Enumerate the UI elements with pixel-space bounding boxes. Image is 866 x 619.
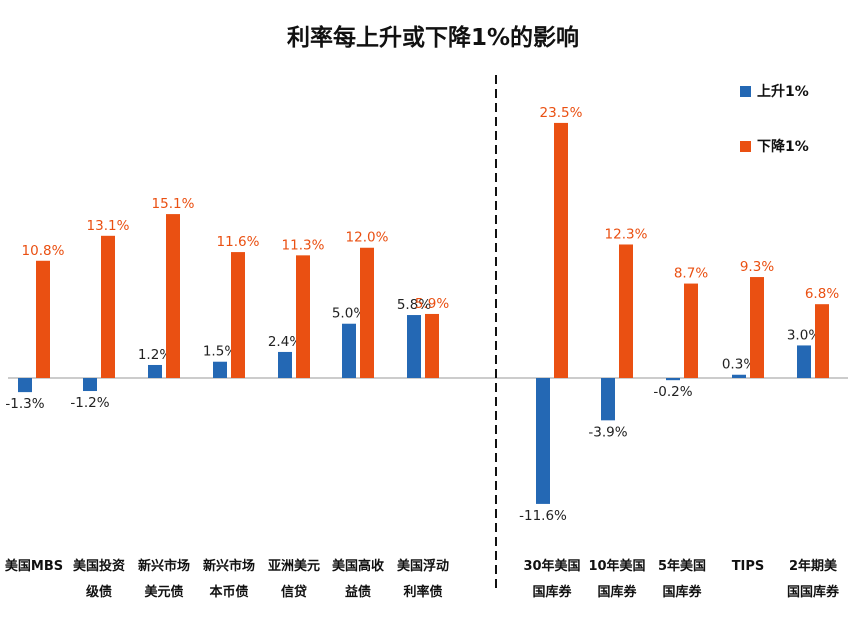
category-label-3-line2: 本币债 bbox=[209, 584, 248, 600]
category-label-2-line2: 美元债 bbox=[144, 584, 183, 600]
data-label-fall-3: 11.6% bbox=[217, 234, 260, 250]
data-label-fall-6: 5.9% bbox=[415, 296, 449, 312]
category-label-1: 美国投资 bbox=[73, 558, 125, 574]
data-label-fall-7: 23.5% bbox=[540, 105, 583, 121]
data-label-rise-7: -11.6% bbox=[519, 508, 567, 524]
category-label-5: 美国高收 bbox=[332, 558, 385, 574]
bar-fall-9 bbox=[684, 283, 698, 378]
bar-rise-8 bbox=[601, 378, 615, 421]
category-label-1-line2: 级债 bbox=[86, 584, 112, 600]
category-label-0: 美国MBS bbox=[5, 558, 63, 574]
bar-fall-10 bbox=[750, 277, 764, 378]
data-label-fall-4: 11.3% bbox=[282, 237, 325, 253]
category-label-5-line2: 益债 bbox=[345, 584, 371, 600]
bar-rise-4 bbox=[278, 351, 292, 378]
data-label-rise-5: 5.0% bbox=[332, 306, 366, 322]
category-label-11-line2: 国国库券 bbox=[787, 584, 840, 600]
category-label-3: 新兴市场 bbox=[203, 558, 255, 574]
data-label-fall-2: 15.1% bbox=[152, 196, 195, 212]
bar-fall-11 bbox=[815, 304, 829, 378]
bar-fall-2 bbox=[166, 214, 180, 378]
data-label-fall-5: 12.0% bbox=[346, 230, 389, 246]
data-label-fall-9: 8.7% bbox=[674, 266, 708, 282]
bar-rise-1 bbox=[83, 378, 97, 392]
category-label-8-line2: 国库券 bbox=[597, 584, 637, 600]
data-label-fall-10: 9.3% bbox=[740, 259, 774, 275]
plot-area: -1.3% -1.2% 1.2% 1.5% 2.4% 5.0% 5.8% -11.6% -3.9… bbox=[5, 75, 848, 600]
category-label-6-line2: 利率债 bbox=[403, 584, 442, 600]
data-label-rise-9: -0.2% bbox=[653, 384, 692, 400]
bar-fall-7 bbox=[554, 122, 568, 379]
chart-title: 利率每上升或下降1%的影响 bbox=[287, 24, 579, 51]
data-label-rise-6: 5.8% bbox=[397, 297, 431, 313]
legend-swatch-0 bbox=[740, 86, 751, 97]
legend-label-1: 下降1% bbox=[757, 138, 809, 155]
category-label-2: 新兴市场 bbox=[138, 558, 190, 574]
category-label-7-line2: 国库券 bbox=[532, 584, 572, 600]
bar-rise-2 bbox=[148, 364, 162, 378]
legend-label-0: 上升1% bbox=[757, 83, 809, 100]
data-label-rise-0: -1.3% bbox=[5, 396, 44, 412]
data-label-rise-2: 1.2% bbox=[138, 347, 172, 363]
bar-fall-8 bbox=[619, 244, 633, 378]
bar-rise-10 bbox=[732, 374, 746, 378]
bar-fall-4 bbox=[296, 255, 310, 378]
data-label-fall-1: 13.1% bbox=[87, 218, 130, 234]
bar-fall-6 bbox=[425, 313, 439, 378]
bar-fall-1 bbox=[101, 235, 115, 378]
data-label-rise-3: 1.5% bbox=[203, 344, 237, 360]
bar-fall-0 bbox=[36, 260, 50, 378]
bar-rise-6 bbox=[407, 315, 421, 378]
legend-swatch-1 bbox=[740, 141, 751, 152]
bar-rise-5 bbox=[342, 323, 356, 378]
data-label-fall-0: 10.8% bbox=[22, 243, 65, 259]
bar-fall-3 bbox=[231, 252, 245, 378]
bar-rise-3 bbox=[213, 361, 227, 378]
bar-rise-0 bbox=[18, 378, 32, 393]
bar-rise-9 bbox=[666, 378, 680, 381]
data-label-rise-1: -1.2% bbox=[70, 395, 109, 411]
category-label-9-line2: 国库券 bbox=[662, 584, 702, 600]
data-label-rise-10: 0.3% bbox=[722, 357, 756, 373]
category-label-4: 亚洲美元 bbox=[268, 558, 320, 574]
data-label-fall-11: 6.8% bbox=[805, 286, 839, 302]
bar-rise-11 bbox=[797, 345, 811, 378]
category-label-6: 美国浮动 bbox=[397, 558, 449, 574]
category-label-10: TIPS bbox=[732, 559, 765, 574]
data-label-fall-8: 12.3% bbox=[605, 226, 648, 242]
data-label-rise-8: -3.9% bbox=[588, 424, 627, 440]
data-label-rise-4: 2.4% bbox=[268, 334, 302, 350]
category-label-8: 10年美国 bbox=[588, 558, 645, 574]
data-label-rise-11: 3.0% bbox=[787, 327, 821, 343]
category-label-7: 30年美国 bbox=[523, 558, 580, 574]
legend: 上升1% 下降1% bbox=[740, 83, 809, 155]
category-label-11: 2年期美 bbox=[789, 558, 838, 574]
bar-rise-7 bbox=[536, 378, 550, 504]
category-label-9: 5年美国 bbox=[658, 558, 706, 574]
category-label-4-line2: 信贷 bbox=[281, 584, 307, 600]
bar-fall-5 bbox=[360, 247, 374, 378]
